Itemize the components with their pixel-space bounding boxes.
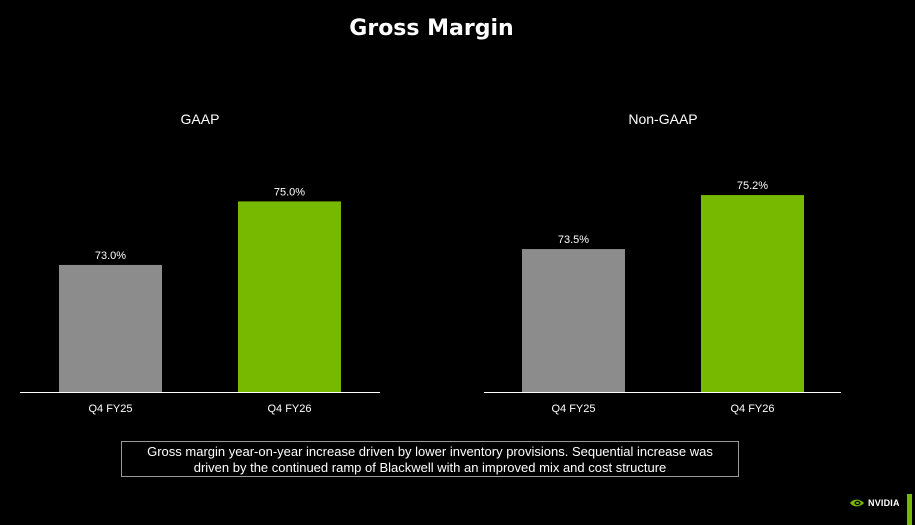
- x-tick-label: Q4 FY26: [730, 403, 774, 415]
- chart-title: GAAP: [181, 111, 220, 127]
- chart-title: Non-GAAP: [628, 111, 697, 127]
- commentary-line-2: driven by the continued ramp of Blackwel…: [193, 460, 667, 475]
- data-label: 73.5%: [558, 234, 589, 246]
- gaap-chart: GAAP 73.0% Q4 FY25 75.0% Q4 FY26: [20, 111, 380, 415]
- bar-q4-fy26: [238, 201, 341, 392]
- commentary-line-1: Gross margin year-on-year increase drive…: [147, 444, 713, 459]
- accent-strip: [907, 494, 912, 525]
- page-title: Gross Margin: [349, 16, 514, 41]
- data-label: 73.0%: [95, 250, 126, 262]
- bar-q4-fy26: [701, 195, 804, 392]
- x-tick-label: Q4 FY25: [551, 403, 595, 415]
- x-tick-label: Q4 FY26: [267, 403, 311, 415]
- data-label: 75.2%: [737, 180, 768, 192]
- nvidia-eye-icon: [850, 499, 864, 507]
- bar-q4-fy25: [59, 264, 162, 392]
- data-label: 75.0%: [274, 186, 305, 198]
- commentary-box: Gross margin year-on-year increase drive…: [121, 441, 739, 477]
- nvidia-logo: NVIDIA: [849, 496, 900, 510]
- bar-q4-fy25: [522, 249, 625, 392]
- non-gaap-chart: Non-GAAP 73.5% Q4 FY25 75.2% Q4 FY26: [484, 111, 841, 415]
- logo-text: NVIDIA: [868, 498, 900, 508]
- x-tick-label: Q4 FY25: [88, 403, 132, 415]
